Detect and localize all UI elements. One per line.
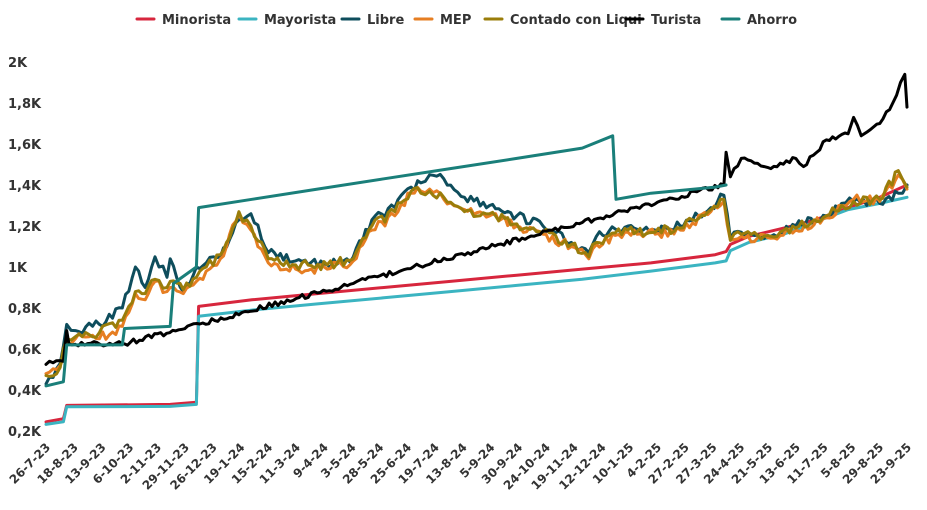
legend-item-contado-con-liqui: Contado con Liqui <box>483 13 642 28</box>
y-tick-label: 1K <box>8 261 28 276</box>
series-line-contado-con-liqui <box>44 169 909 378</box>
legend-label: Minorista <box>162 13 231 28</box>
y-tick-label: 1,8K <box>8 97 42 112</box>
y-tick-label: 0,2K <box>8 425 42 440</box>
y-tick-label: 0,4K <box>8 384 42 399</box>
y-axis: 0,2K 0,4K 0,6K 0,8K 1K 1,2K 1,4K 1,6K 1,8K 2K <box>8 56 42 440</box>
y-tick-label: 1,2K <box>8 220 42 235</box>
series-line-mayorista <box>44 195 909 426</box>
legend-label: Libre <box>367 13 404 28</box>
plot-area <box>44 72 909 426</box>
series-line-minorista <box>44 183 909 424</box>
legend-item-mayorista: Mayorista <box>237 13 336 28</box>
legend-item-minorista: Minorista <box>135 13 231 28</box>
legend-item-ahorro: Ahorro <box>720 13 797 28</box>
y-tick-label: 1,6K <box>8 138 42 153</box>
y-tick-label: 0,6K <box>8 343 42 358</box>
series-line-turista <box>44 72 909 366</box>
legend-item-mep: MEP <box>413 13 471 28</box>
legend-item-turista: Turista <box>624 13 701 28</box>
y-tick-label: 1,4K <box>8 179 42 194</box>
legend-label: MEP <box>440 13 471 28</box>
y-tick-label: 0,8K <box>8 302 42 317</box>
legend-item-libre: Libre <box>340 13 404 28</box>
chart-legend: Minorista Mayorista Libre MEP Contado con Li… <box>135 13 797 28</box>
legend-label: Contado con Liqui <box>510 13 642 28</box>
y-tick-label: 2K <box>8 56 28 71</box>
x-axis: 26-7-2318-8-2313-9-236-10-232-11-2329-11… <box>7 440 914 492</box>
legend-label: Ahorro <box>747 13 797 28</box>
legend-label: Turista <box>651 13 701 28</box>
series-line-ahorro <box>44 134 728 388</box>
legend-label: Mayorista <box>264 13 336 28</box>
